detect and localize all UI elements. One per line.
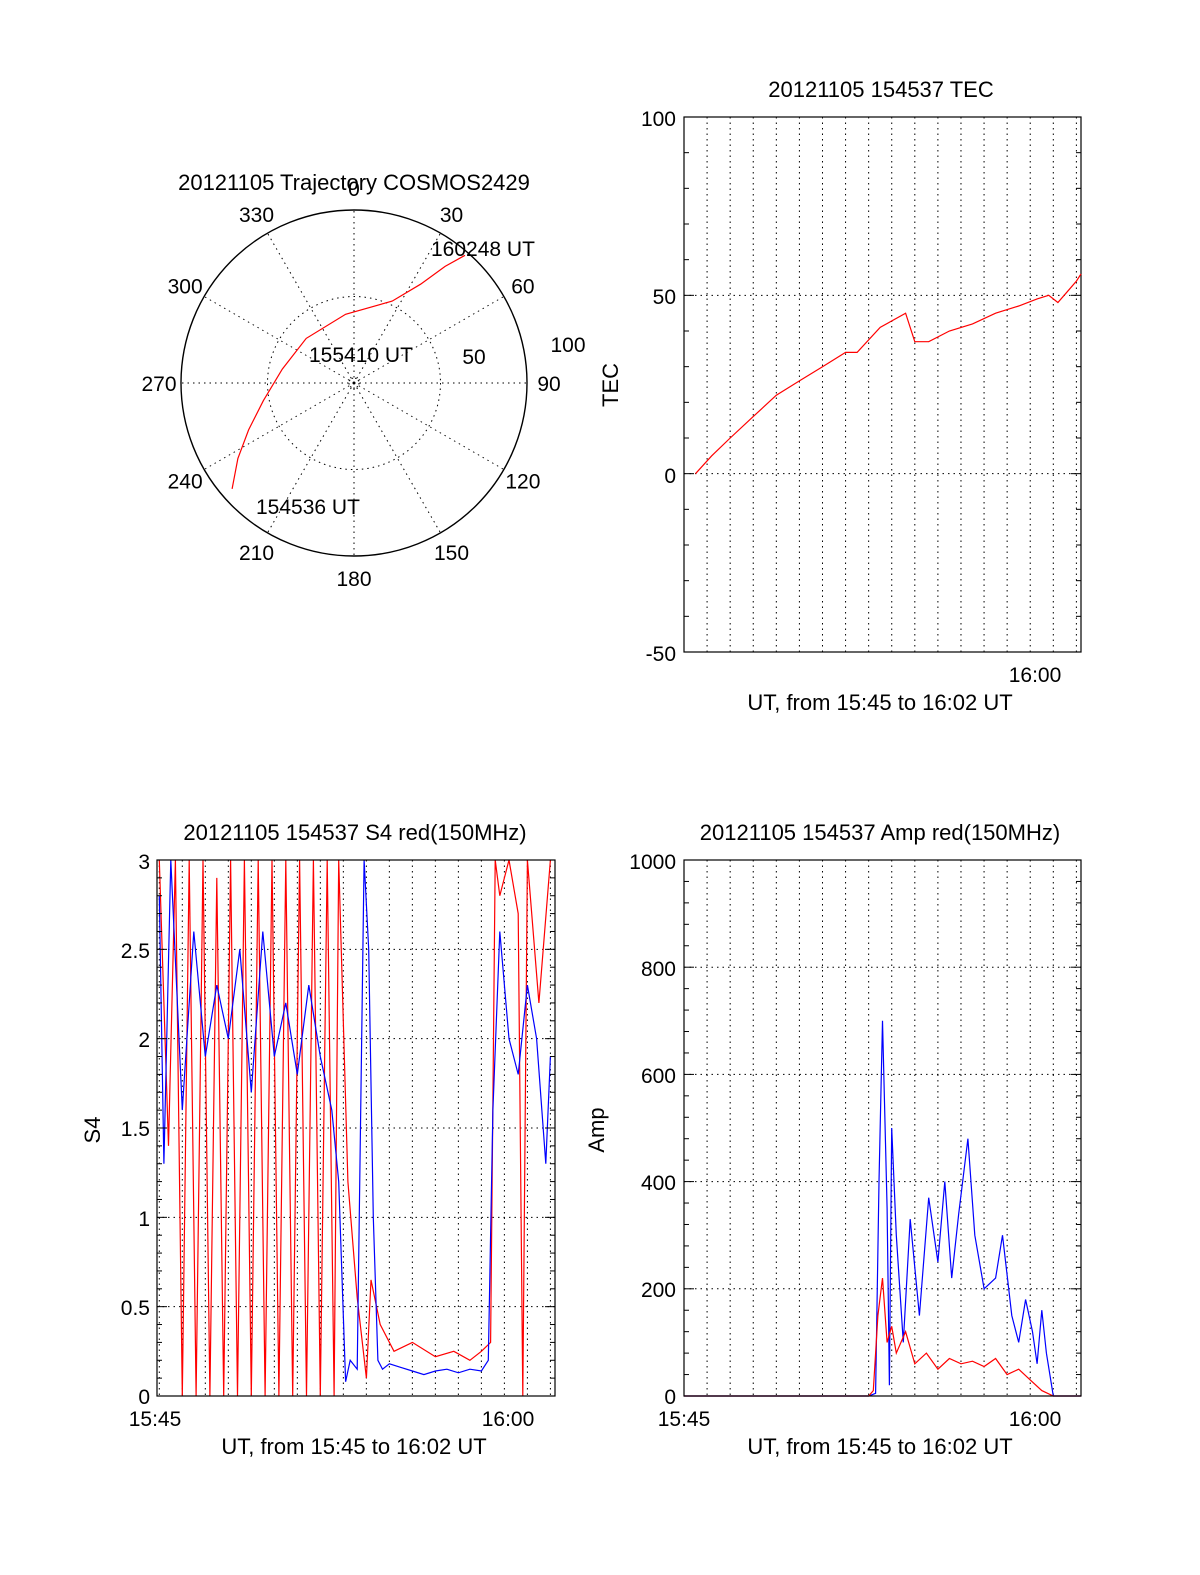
amp-series-line (684, 1020, 1081, 1397)
s4-minor-ticks (157, 859, 555, 1397)
s4-ytick-1-5: 1.5 (121, 1118, 150, 1141)
polar-outer-circle (180, 209, 528, 557)
polar-azimuth-label: 90 (537, 373, 560, 396)
trajectory-line (231, 254, 466, 490)
polar-title: 20121105 Trajectory COSMOS2429 (178, 170, 530, 195)
amp-ytick-1000: 1000 (629, 851, 676, 874)
s4-ytick-0-5: 0.5 (121, 1297, 150, 1320)
polar-trajectory-chart: 20121105 Trajectory COSMOS2429 0 30 60 90 12… (141, 170, 585, 591)
s4-ylabel: S4 (80, 1117, 105, 1144)
amp-ytick-800: 800 (641, 958, 676, 981)
s4-ytick-1: 1 (138, 1208, 150, 1231)
polar-azimuth-label: 240 (168, 471, 203, 494)
tec-ytick-0: 0 (664, 465, 676, 488)
tec-ytick-50: 50 (653, 286, 676, 309)
s4-ytick-2: 2 (138, 1029, 150, 1052)
tec-grid (684, 117, 1081, 652)
polar-radius-label-50: 50 (462, 346, 485, 369)
s4-ytick-3: 3 (138, 851, 150, 874)
polar-spoke (353, 232, 441, 384)
polar-azimuth-label: 150 (434, 542, 469, 565)
polar-spoke (353, 382, 505, 470)
amp-xtick-1600: 16:00 (1009, 1408, 1062, 1431)
polar-spoke (353, 296, 505, 384)
trajectory-start-label: 154536 UT (256, 496, 360, 519)
s4-xtick-1600: 16:00 (482, 1408, 535, 1431)
trajectory-end-label: 160248 UT (431, 238, 535, 261)
trajectory-mid-label: 155410 UT (309, 344, 413, 367)
tec-xtick-1600: 16:00 (1009, 664, 1062, 687)
amp-minor-ticks (684, 859, 1081, 1397)
amp-ytick-200: 200 (641, 1279, 676, 1302)
tec-title: 20121105 154537 TEC (768, 77, 994, 102)
tec-ytick-100: 100 (641, 108, 676, 131)
polar-spoke (203, 296, 355, 384)
polar-azimuth-label: 330 (239, 204, 274, 227)
amp-series-line (684, 1278, 1081, 1397)
amp-ytick-400: 400 (641, 1172, 676, 1195)
polar-inner-circle (267, 296, 441, 470)
polar-azimuth-label: 300 (168, 276, 203, 299)
s4-series-line (158, 859, 551, 1382)
amp-grid (684, 860, 1081, 1396)
polar-azimuth-label: 210 (239, 542, 274, 565)
polar-azimuth-label: 120 (505, 471, 540, 494)
s4-xtick-1545: 15:45 (129, 1408, 182, 1431)
amp-title: 20121105 154537 Amp red(150MHz) (700, 820, 1060, 845)
tec-plot-frame (683, 116, 1082, 653)
s4-ytick-0: 0 (138, 1386, 150, 1409)
polar-radius-label-100: 100 (550, 334, 585, 357)
s4-ytick-2-5: 2.5 (121, 940, 150, 963)
polar-azimuth-label: 60 (511, 276, 534, 299)
tec-series (695, 273, 1082, 475)
amp-chart: 20121105 154537 Amp red(150MHz) 0 200 40… (584, 820, 1082, 1459)
polar-spoke (267, 382, 355, 534)
polar-spoke (353, 382, 441, 534)
polar-azimuth-label: 0 (348, 178, 360, 201)
polar-azimuth-labels: 0 30 60 90 120 150 180 210 240 270 300 330 (141, 178, 560, 591)
tec-series-line (695, 273, 1082, 475)
amp-series (684, 1020, 1081, 1397)
polar-spoke (203, 382, 355, 470)
polar-trajectory-series (231, 254, 466, 490)
tec-xlabel: UT, from 15:45 to 16:02 UT (747, 690, 1012, 715)
amp-xtick-1545: 15:45 (658, 1408, 711, 1431)
polar-azimuth-label: 180 (336, 568, 371, 591)
tec-ylabel: TEC (598, 363, 623, 407)
polar-grid (180, 209, 528, 557)
s4-title: 20121105 154537 S4 red(150MHz) (183, 820, 526, 845)
amp-plot-frame (683, 859, 1082, 1397)
amp-ytick-0: 0 (664, 1386, 676, 1409)
amp-ytick-600: 600 (641, 1065, 676, 1088)
polar-center (348, 377, 360, 389)
s4-xlabel: UT, from 15:45 to 16:02 UT (221, 1434, 486, 1459)
amp-ylabel: Amp (584, 1107, 609, 1152)
tec-ytick-minus50: -50 (646, 643, 676, 666)
tec-minor-ticks (684, 116, 1081, 653)
polar-azimuth-label: 270 (141, 373, 176, 396)
polar-spoke (267, 232, 355, 384)
tec-chart: 20121105 154537 TEC 100 50 0 -50 16:00 U… (598, 77, 1082, 715)
s4-chart: 20121105 154537 S4 red(150MHz) 0 0.5 1 1… (80, 820, 556, 1459)
s4-grid (157, 860, 555, 1396)
amp-xlabel: UT, from 15:45 to 16:02 UT (747, 1434, 1012, 1459)
polar-azimuth-label: 30 (440, 204, 463, 227)
